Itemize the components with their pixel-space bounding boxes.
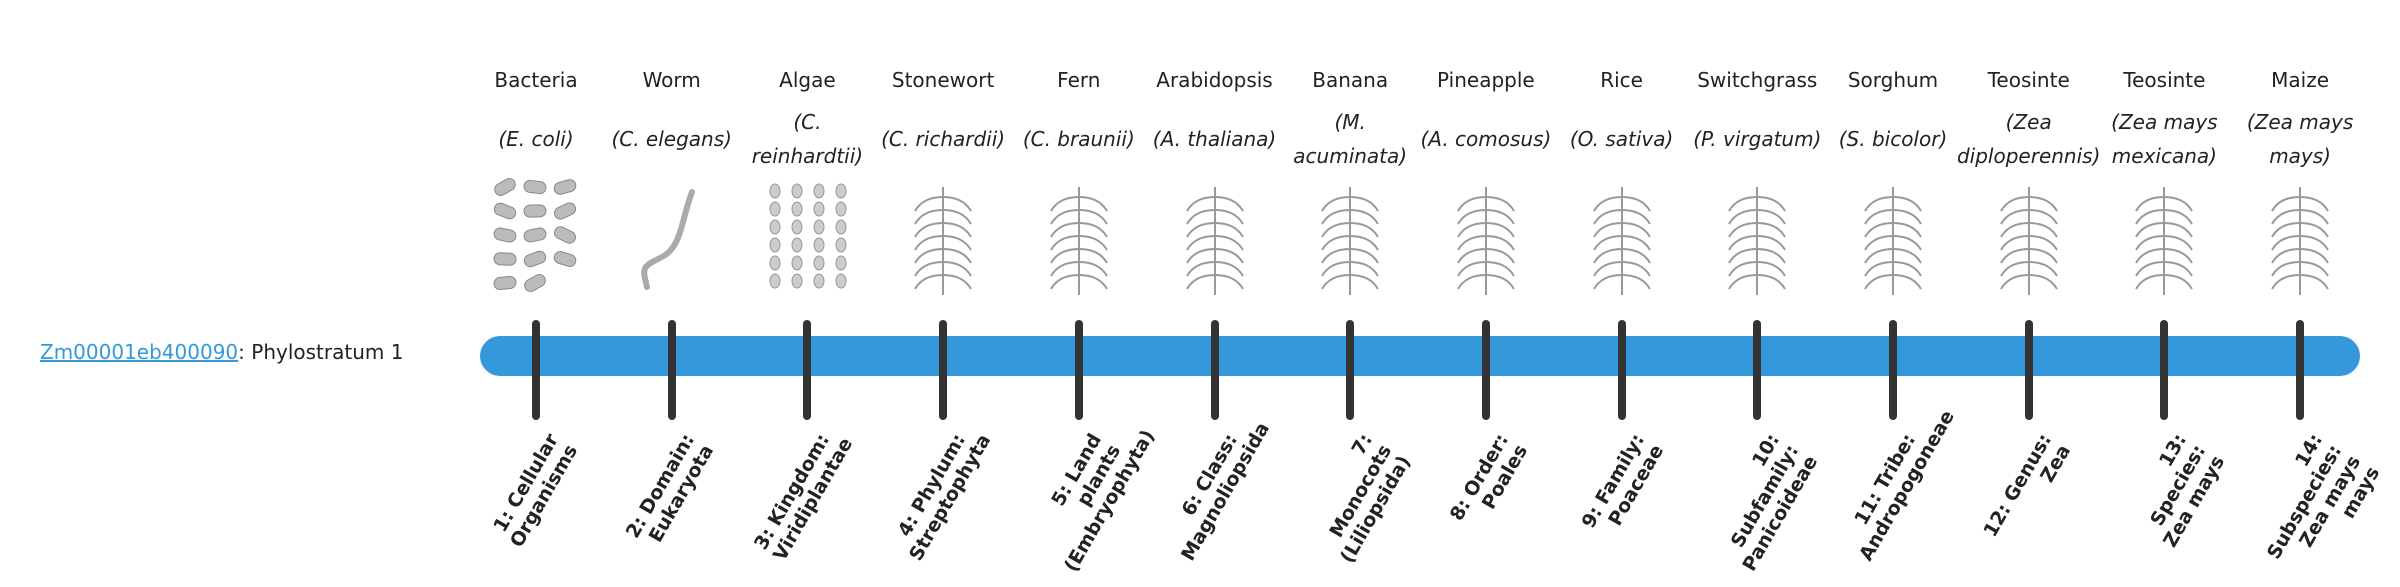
species-name: (C. braunii) <box>1022 127 1135 151</box>
organism-name: Banana <box>1312 68 1389 92</box>
organism-name: Maize <box>2271 68 2330 92</box>
species-name: (P. virgatum) <box>1693 127 1822 151</box>
stratum-label: 10: Subfamily: Panicoideae <box>1726 430 1823 575</box>
stratum-tick <box>2296 320 2305 420</box>
worm-icon <box>640 189 695 290</box>
stratum-tick <box>532 320 540 420</box>
organism-name: Teosinte <box>2123 68 2206 92</box>
species-name: (Zea mays mexicana) <box>2111 110 2218 168</box>
stratum-label: 13: Species: Zea mays <box>2146 430 2230 552</box>
species-name: (O. sativa) <box>1569 127 1674 151</box>
organism-name: Sorghum <box>1847 68 1939 92</box>
organism-name: Bacteria <box>494 68 578 92</box>
stratum-label: 14: Subspecies: Zea mays mays <box>2263 430 2385 564</box>
stratum-label: 6: Class: Magnoliopsida <box>1176 418 1274 565</box>
fern-icon <box>1049 187 1108 295</box>
organism-name: Worm <box>642 68 701 92</box>
species-name: (Zea diploperennis) <box>1956 110 2101 168</box>
stratum-label: 1: Cellular Organisms <box>489 430 583 552</box>
arabidopsis-icon <box>1185 187 1244 295</box>
species-name: (M. acuminata) <box>1293 110 1408 168</box>
species-name: (C. richardii) <box>881 127 1006 151</box>
species-name: (C. elegans) <box>611 127 732 151</box>
stratum-tick <box>1617 320 1626 420</box>
species-name: (E. coli) <box>498 127 574 151</box>
stratum-label: 2: Domain: Eukaryota <box>621 430 718 547</box>
stratum-tick <box>1210 320 1219 420</box>
organism-name: Stonewort <box>891 68 995 92</box>
bacteria-icon <box>493 178 577 292</box>
stratum-tick <box>2024 320 2033 420</box>
phylostratum-bar <box>480 336 2360 376</box>
stratum-label: 11: Tribe: Andropogoneae <box>1850 406 1959 565</box>
species-name: (C. reinhardtii) <box>751 110 864 168</box>
stratum-tick <box>1481 320 1490 420</box>
organism-name: Teosinte <box>1987 68 2070 92</box>
stratum-tick <box>803 320 812 420</box>
maize-icon <box>2271 187 2329 295</box>
organism-name: Arabidopsis <box>1156 68 1273 92</box>
stonewort-icon <box>914 187 972 295</box>
pineapple-icon <box>1457 187 1515 295</box>
stratum-tick <box>1889 320 1897 420</box>
teosinte-mexicana-icon <box>2135 187 2194 295</box>
sorghum-icon <box>1864 187 1922 295</box>
stratum-tick <box>1753 320 1762 420</box>
rice-icon <box>1592 187 1651 295</box>
stratum-tick <box>1074 320 1083 420</box>
stratum-tick <box>1346 320 1355 420</box>
stratum-label: 3: Kingdom: Viridiplantae <box>750 430 858 565</box>
teosinte-icon <box>1999 187 2058 295</box>
phylostratum-text: : Phylostratum 1 <box>238 340 404 364</box>
stratum-tick <box>2160 320 2169 420</box>
algae-icon <box>769 183 847 289</box>
switchgrass-icon <box>1728 187 1787 295</box>
gene-phylostratum-label: Zm00001eb400090: Phylostratum 1 <box>40 340 403 364</box>
banana-icon <box>1321 187 1380 295</box>
stratum-label: 9: Family: Poaceae <box>1577 430 1668 532</box>
stratum-label: 4: Phylum: Streptophyta <box>893 430 996 565</box>
organism-name: Fern <box>1057 68 1101 92</box>
stratum-label: 8: Order: Poales <box>1445 430 1532 525</box>
organism-name: Switchgrass <box>1697 68 1818 92</box>
stratum-label: 7: Monocots (Liliopsida) <box>1325 430 1416 567</box>
gene-id-link[interactable]: Zm00001eb400090 <box>40 340 239 364</box>
organism-name: Rice <box>1600 68 1643 92</box>
organism-name: Algae <box>779 68 836 92</box>
stratum-tick <box>939 320 948 420</box>
stratum-tick <box>667 320 676 420</box>
species-name: (Zea mays mays) <box>2246 110 2354 168</box>
stratum-label: 5: Land plants (Embryophyta) <box>1047 426 1159 576</box>
stratum-label: 12: Genus: Zea <box>1979 430 2075 541</box>
species-name: (A. comosus) <box>1420 127 1552 151</box>
organism-name: Pineapple <box>1437 68 1535 92</box>
species-name: (S. bicolor) <box>1838 127 1948 151</box>
species-name: (A. thaliana) <box>1152 127 1277 151</box>
